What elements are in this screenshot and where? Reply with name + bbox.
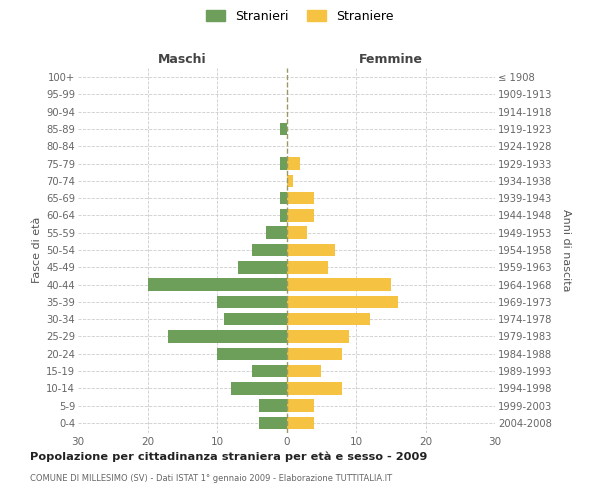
- Bar: [280, 158, 287, 170]
- Bar: [287, 244, 335, 256]
- Bar: [280, 209, 287, 222]
- Text: Femmine: Femmine: [359, 53, 423, 66]
- Bar: [231, 382, 287, 394]
- Text: COMUNE DI MILLESIMO (SV) - Dati ISTAT 1° gennaio 2009 - Elaborazione TUTTITALIA.: COMUNE DI MILLESIMO (SV) - Dati ISTAT 1°…: [30, 474, 392, 483]
- Bar: [148, 278, 287, 291]
- Bar: [287, 400, 314, 412]
- Bar: [217, 348, 287, 360]
- Bar: [287, 330, 349, 342]
- Bar: [259, 417, 287, 429]
- Bar: [280, 122, 287, 135]
- Bar: [259, 400, 287, 412]
- Bar: [266, 226, 287, 239]
- Bar: [169, 330, 287, 342]
- Bar: [287, 174, 293, 187]
- Bar: [287, 192, 314, 204]
- Text: Maschi: Maschi: [158, 53, 206, 66]
- Bar: [287, 348, 342, 360]
- Bar: [252, 365, 287, 378]
- Bar: [224, 313, 287, 326]
- Y-axis label: Anni di nascita: Anni di nascita: [560, 209, 571, 291]
- Bar: [287, 365, 321, 378]
- Bar: [287, 158, 301, 170]
- Legend: Stranieri, Straniere: Stranieri, Straniere: [203, 6, 397, 26]
- Bar: [287, 417, 314, 429]
- Bar: [287, 226, 307, 239]
- Bar: [287, 261, 328, 274]
- Bar: [252, 244, 287, 256]
- Bar: [287, 278, 391, 291]
- Bar: [217, 296, 287, 308]
- Text: Popolazione per cittadinanza straniera per età e sesso - 2009: Popolazione per cittadinanza straniera p…: [30, 451, 427, 462]
- Bar: [280, 192, 287, 204]
- Bar: [238, 261, 287, 274]
- Bar: [287, 209, 314, 222]
- Y-axis label: Fasce di età: Fasce di età: [32, 217, 42, 283]
- Bar: [287, 313, 370, 326]
- Bar: [287, 382, 342, 394]
- Bar: [287, 296, 398, 308]
